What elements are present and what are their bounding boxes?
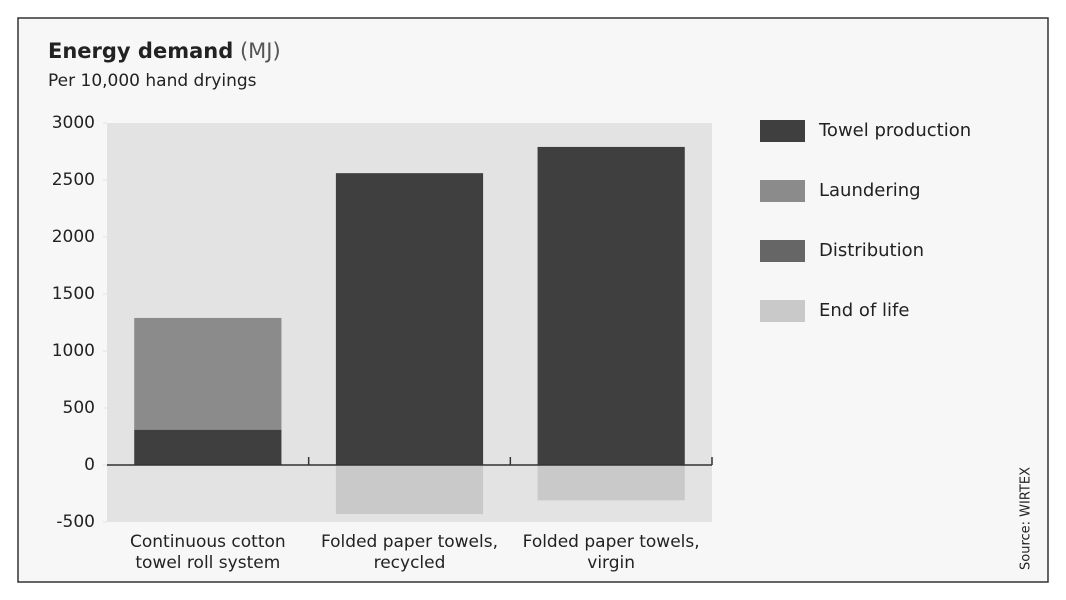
bar-segment [134, 317, 282, 430]
title: Energy demand [48, 39, 233, 63]
bar-segment [537, 146, 685, 465]
chart-title: Energy demand (MJ) [48, 39, 281, 63]
legend-swatch [760, 120, 805, 142]
y-tick-label: 2500 [52, 170, 95, 190]
subtitle: Per 10,000 hand dryings [48, 71, 257, 91]
bar-segment [537, 465, 685, 501]
legend-swatch [760, 180, 805, 202]
bar-segment [134, 429, 282, 465]
y-tick-label: 0 [84, 455, 95, 475]
y-tick-label: 1000 [52, 341, 95, 361]
bar-segment [335, 173, 484, 465]
legend-swatch [760, 240, 805, 262]
legend-label: End of life [819, 300, 909, 321]
bar-segment [335, 465, 484, 515]
x-tick-label: Folded paper towels, recycled [320, 532, 498, 573]
source: Source: WIRTEX [1019, 467, 1034, 570]
title-unit: (MJ) [240, 39, 281, 63]
y-tick-label: 2000 [52, 227, 95, 247]
x-tick-label: Folded paper towels, virgin [522, 532, 700, 573]
legend-label: Laundering [819, 180, 921, 201]
legend-swatch [760, 300, 805, 322]
y-tick-label: 1500 [52, 284, 95, 304]
y-tick-label: 500 [63, 398, 95, 418]
x-tick-label: Continuous cotton towel roll system [129, 532, 286, 573]
legend-label: Distribution [819, 240, 924, 261]
legend-label: Towel production [818, 120, 971, 141]
y-tick-label: -500 [56, 512, 95, 532]
y-tick-label: 3000 [52, 113, 95, 133]
